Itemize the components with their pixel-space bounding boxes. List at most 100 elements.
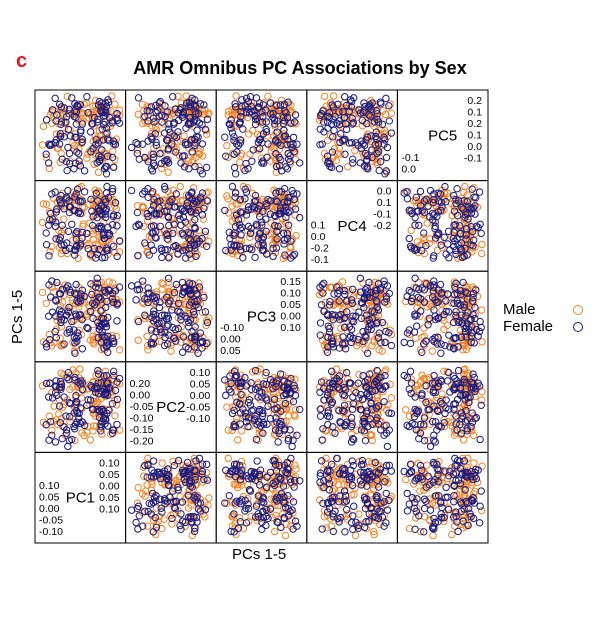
data-point-female [452,311,460,320]
data-point-female [273,117,281,125]
data-point-male [478,240,486,249]
data-point-female [373,110,382,118]
data-point-female [400,189,408,197]
data-point-female [442,198,450,206]
data-point-female [422,195,430,204]
data-point-male [402,475,410,484]
data-point-female [477,487,485,495]
data-point-female [289,190,298,198]
data-point-female [97,379,105,387]
data-point-female [113,211,122,220]
data-point-male [164,168,172,176]
data-point-female [407,297,416,306]
data-point-male [270,393,279,401]
diagonal-tick-label: -0.10 [186,413,210,425]
data-point-female [231,103,240,111]
data-point-female [51,312,60,320]
data-point-female [95,284,103,292]
data-point-female [256,481,264,489]
data-point-female [88,290,96,299]
data-point-female [233,148,241,156]
data-point-female [446,246,454,254]
data-point-female [236,119,244,127]
data-point-female [72,312,81,320]
data-point-female [258,525,266,534]
data-point-male [39,200,48,208]
data-point-female [51,438,60,446]
data-point-female [381,298,389,306]
data-point-female [449,191,458,200]
data-point-female [88,120,97,128]
data-point-female [160,157,169,165]
data-point-female [375,329,383,337]
data-point-female [454,241,462,249]
data-point-female [42,343,51,351]
diagonal-tick-label: -0.1 [373,209,391,221]
data-point-male [368,157,376,165]
data-point-female [202,339,211,348]
data-point-male [151,338,160,346]
data-point-female [93,384,102,393]
diagonal-tick-label: -0.1 [311,254,329,266]
data-point-female [251,204,259,212]
data-point-female [255,202,264,210]
data-point-female [72,108,81,116]
data-point-female [287,119,295,127]
data-point-female [115,283,124,291]
data-point-female [152,297,160,305]
data-point-female [94,115,102,124]
data-point-female [90,384,99,393]
data-point-male [256,365,264,373]
data-point-female [422,241,430,250]
legend-label-male: Male [503,301,536,318]
data-point-female [248,407,256,415]
data-point-male [353,119,361,128]
data-point-female [458,253,467,262]
data-point-female [113,222,121,230]
data-point-male [108,240,116,249]
data-point-female [387,341,396,350]
data-point-female [144,289,152,298]
data-point-female [458,204,466,212]
data-point-female [183,140,192,149]
data-point-female [475,519,484,527]
data-point-female [92,283,100,291]
data-point-female [182,254,190,262]
data-point-female [424,202,432,210]
data-point-female [192,290,201,298]
data-point-female [411,393,419,401]
diagonal-tick-label: 0.0 [377,186,392,198]
data-point-female [76,380,84,388]
data-point-female [203,318,212,327]
data-point-female [262,250,271,258]
data-point-female [468,185,476,193]
data-point-male [228,202,236,210]
data-point-female [134,525,142,533]
data-point-female [412,193,421,202]
data-point-male [89,338,97,346]
data-point-female [198,140,207,148]
data-point-female [345,107,354,116]
data-point-female [99,136,108,144]
data-point-female [280,117,289,125]
data-point-female [469,293,477,302]
data-point-female [71,339,79,347]
data-point-female [180,206,189,215]
data-point-female [78,286,86,294]
data-point-female [253,222,261,230]
data-point-female [172,241,180,250]
data-point-female [75,149,83,158]
data-point-female [78,138,86,147]
data-point-female [166,128,174,136]
data-point-female [371,140,379,149]
data-point-female [108,429,117,437]
data-point-female [174,211,183,220]
data-point-female [76,128,85,136]
data-point-female [94,366,102,375]
data-point-female [109,212,118,221]
data-point-female [230,163,239,172]
data-point-female [422,337,430,345]
data-point-female [405,500,413,508]
data-point-female [64,227,73,236]
data-point-female [420,286,429,294]
